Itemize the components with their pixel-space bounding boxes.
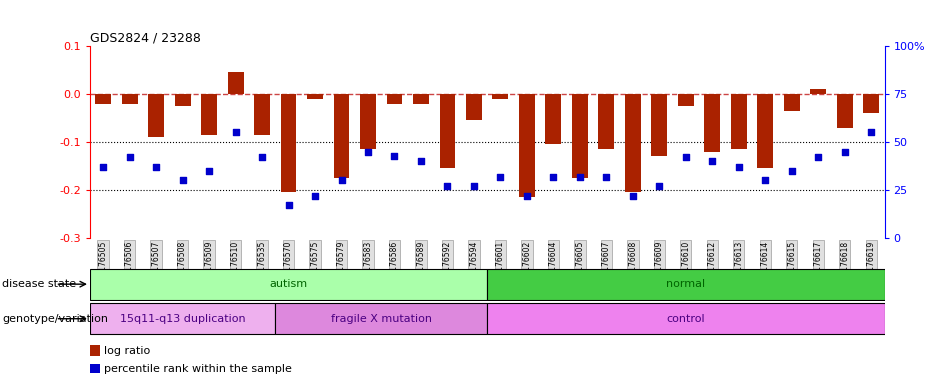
- Point: [599, 174, 614, 180]
- Point: [387, 152, 402, 159]
- Bar: [599, 94, 614, 149]
- Text: disease state: disease state: [2, 279, 76, 289]
- Point: [228, 129, 243, 136]
- Bar: [519, 94, 534, 197]
- Bar: [440, 94, 455, 169]
- Bar: [811, 89, 826, 94]
- Bar: [281, 94, 296, 192]
- Bar: [360, 94, 376, 149]
- Text: normal: normal: [666, 279, 706, 289]
- Bar: [201, 94, 217, 135]
- Text: log ratio: log ratio: [104, 346, 150, 356]
- Bar: [678, 94, 693, 106]
- Bar: [493, 94, 508, 99]
- Point: [466, 183, 482, 189]
- Point: [546, 174, 561, 180]
- Bar: [387, 94, 402, 104]
- Point: [175, 177, 190, 184]
- Bar: [96, 94, 111, 104]
- Bar: [487, 303, 885, 334]
- Bar: [625, 94, 640, 192]
- Bar: [90, 269, 487, 300]
- Bar: [731, 94, 746, 149]
- Point: [784, 168, 799, 174]
- Point: [96, 164, 111, 170]
- Bar: [837, 94, 852, 127]
- Bar: [864, 94, 879, 113]
- Point: [440, 183, 455, 189]
- Point: [334, 177, 349, 184]
- Bar: [149, 94, 164, 137]
- Point: [625, 193, 640, 199]
- Bar: [334, 94, 349, 178]
- Bar: [175, 94, 190, 106]
- Point: [413, 158, 429, 164]
- Point: [864, 129, 879, 136]
- Bar: [705, 94, 720, 152]
- Bar: [572, 94, 587, 178]
- Bar: [652, 94, 667, 157]
- Text: control: control: [667, 314, 705, 324]
- Point: [493, 174, 508, 180]
- Text: percentile rank within the sample: percentile rank within the sample: [104, 364, 292, 374]
- Point: [731, 164, 746, 170]
- Point: [360, 149, 376, 155]
- Bar: [487, 269, 885, 300]
- Point: [811, 154, 826, 161]
- Bar: [90, 303, 275, 334]
- Text: genotype/variation: genotype/variation: [2, 314, 108, 324]
- Bar: [275, 303, 487, 334]
- Point: [572, 174, 587, 180]
- Point: [652, 183, 667, 189]
- Text: autism: autism: [270, 279, 307, 289]
- Bar: [413, 94, 429, 104]
- Point: [758, 177, 773, 184]
- Text: 15q11-q13 duplication: 15q11-q13 duplication: [120, 314, 245, 324]
- Bar: [254, 94, 270, 135]
- Bar: [546, 94, 561, 144]
- Bar: [466, 94, 482, 121]
- Point: [149, 164, 164, 170]
- Point: [281, 202, 296, 209]
- Point: [678, 154, 693, 161]
- Bar: [228, 73, 243, 94]
- Point: [519, 193, 534, 199]
- Point: [837, 149, 852, 155]
- Text: fragile X mutation: fragile X mutation: [331, 314, 431, 324]
- Point: [307, 193, 323, 199]
- Bar: [784, 94, 799, 111]
- Point: [705, 158, 720, 164]
- Point: [254, 154, 270, 161]
- Bar: [307, 94, 323, 99]
- Text: GDS2824 / 23288: GDS2824 / 23288: [90, 32, 201, 45]
- Bar: [122, 94, 137, 104]
- Point: [122, 154, 137, 161]
- Bar: [758, 94, 773, 169]
- Point: [201, 168, 217, 174]
